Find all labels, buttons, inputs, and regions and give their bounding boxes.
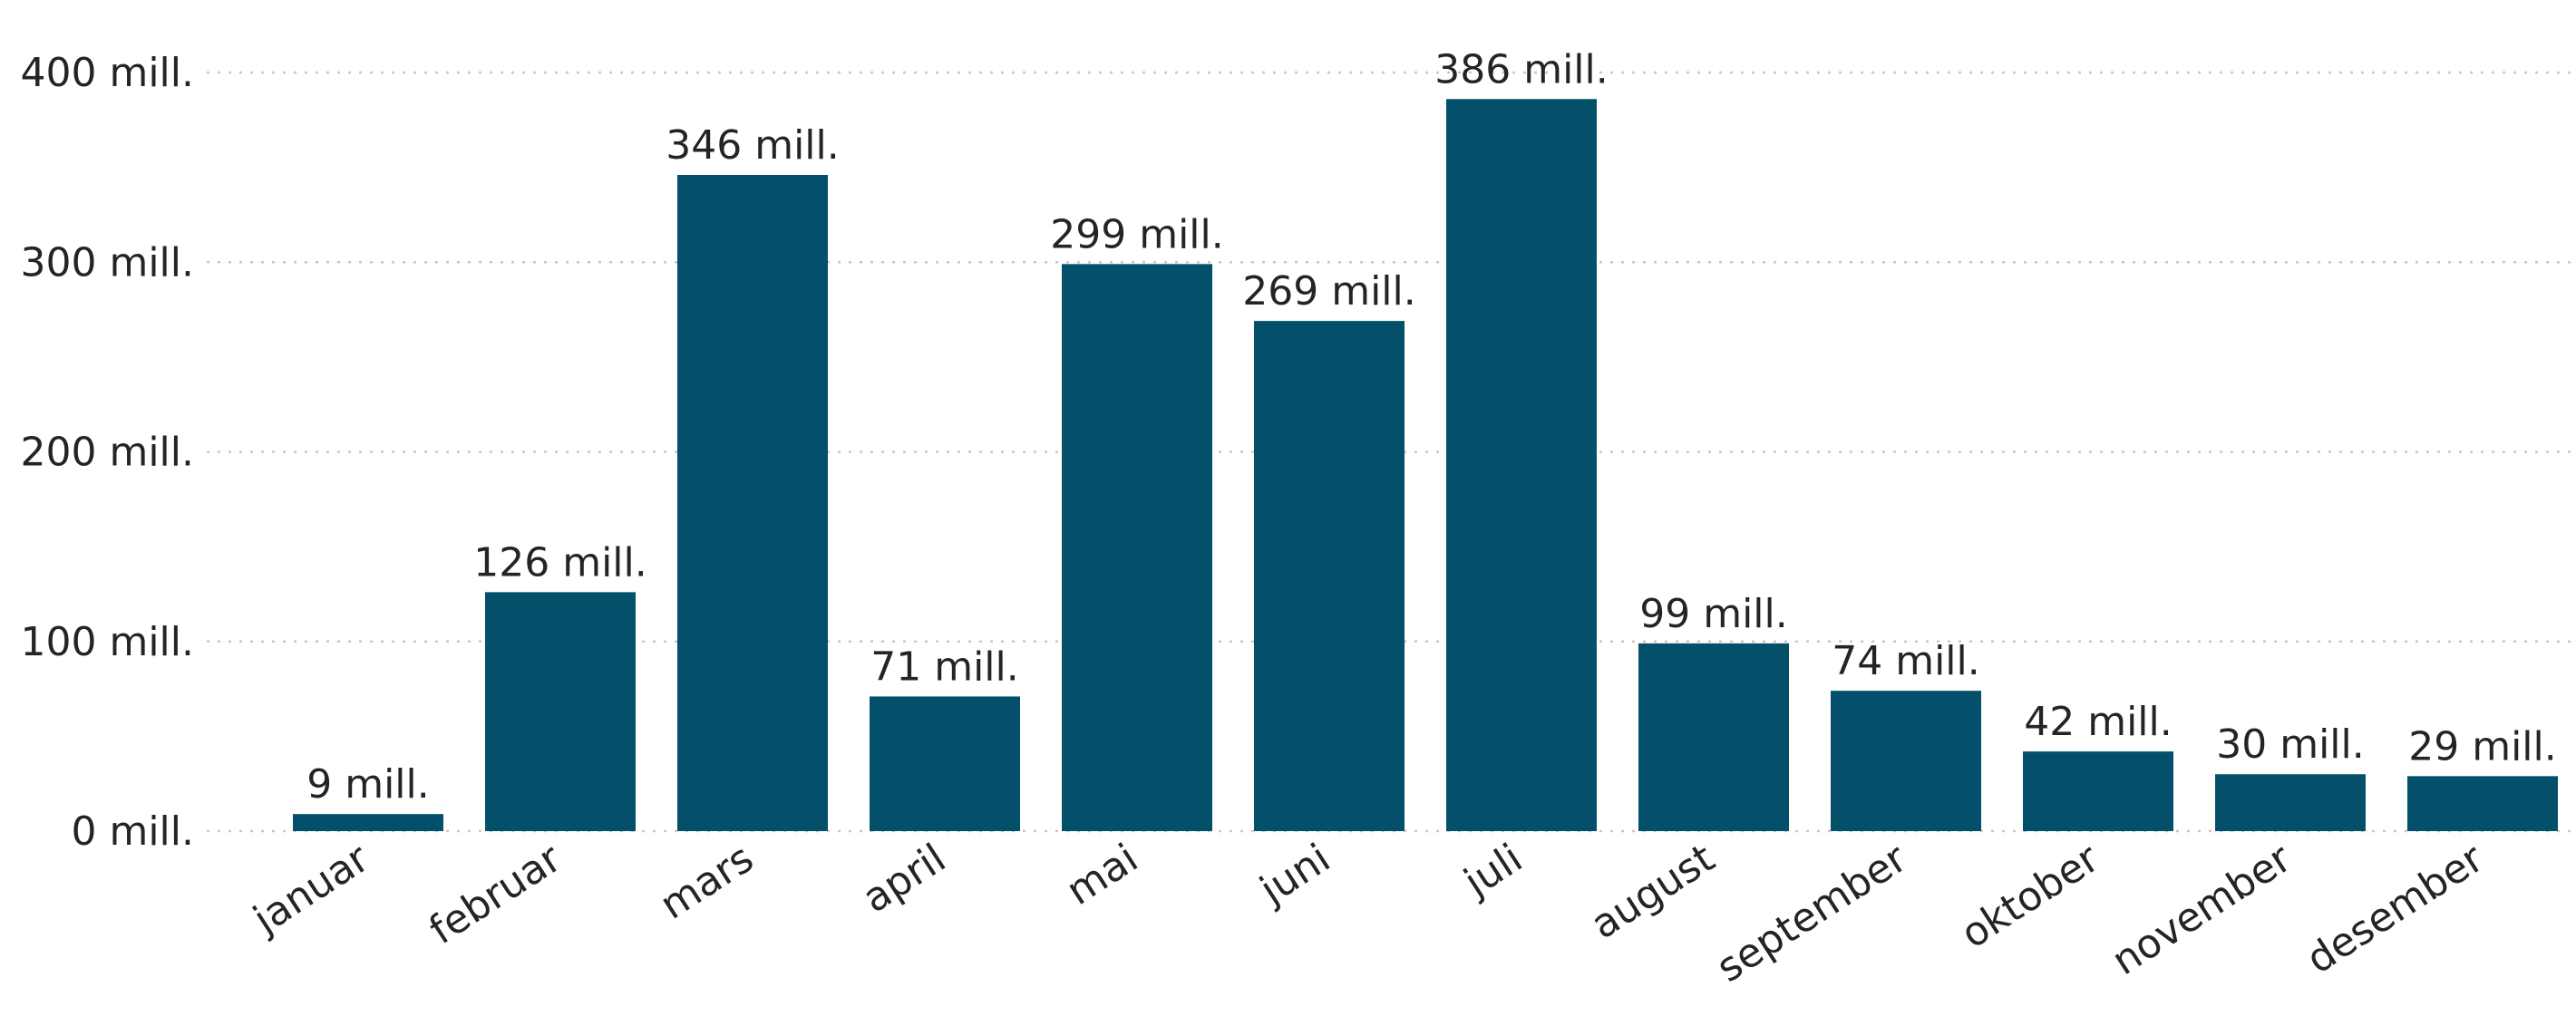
data-label: 9 mill.: [306, 761, 430, 808]
data-label: 346 mill.: [666, 122, 840, 169]
bars: [293, 99, 2558, 832]
data-label: 299 mill.: [1050, 211, 1224, 257]
x-tick-label: april: [854, 835, 953, 922]
x-tick-label: mars: [652, 835, 762, 928]
y-tick-label: 200 mill.: [21, 430, 195, 476]
bar: [1062, 264, 1212, 831]
x-tick-label: september: [1708, 835, 1915, 992]
bar: [1638, 643, 1789, 831]
bar: [2215, 774, 2366, 831]
x-tick-label: januar: [245, 835, 378, 944]
data-label: 269 mill.: [1242, 268, 1416, 315]
bar: [485, 592, 636, 831]
data-label: 99 mill.: [1639, 591, 1788, 637]
x-tick-label: november: [2104, 835, 2299, 984]
y-tick-label: 300 mill.: [21, 239, 195, 286]
data-label: 42 mill.: [2024, 699, 2173, 745]
x-tick-label: oktober: [1953, 835, 2108, 958]
y-tick-label: 100 mill.: [21, 619, 195, 665]
y-tick-label: 400 mill.: [21, 50, 195, 96]
data-labels: 9 mill. 126 mill. 346 mill. 71 mill. 299 mil…: [306, 46, 2557, 808]
data-label: 71 mill.: [870, 644, 1019, 690]
bar: [293, 814, 443, 831]
y-axis-ticks: 0 mill. 100 mill. 200 mill. 300 mill. 400 mi…: [21, 50, 195, 855]
bar: [677, 174, 828, 831]
bar: [870, 696, 1020, 831]
x-tick-label: juni: [1251, 835, 1338, 914]
data-label: 386 mill.: [1434, 46, 1609, 92]
data-label: 29 mill.: [2408, 723, 2557, 770]
data-label: 74 mill.: [1832, 638, 1980, 684]
x-tick-label: august: [1583, 835, 1723, 948]
bar: [2023, 751, 2173, 831]
bar: [1446, 99, 1597, 832]
bar: [1831, 691, 1981, 831]
y-tick-label: 0 mill.: [71, 808, 194, 855]
x-tick-label: desember: [2299, 835, 2493, 983]
bar: [1254, 321, 1405, 831]
x-tick-label: juli: [1455, 835, 1531, 905]
x-axis-ticks: januar februar mars april mai juni juli augusts…: [245, 835, 2493, 992]
x-tick-label: februar: [422, 835, 570, 953]
data-label: 126 mill.: [473, 539, 647, 586]
x-tick-label: mai: [1058, 835, 1146, 914]
data-label: 30 mill.: [2216, 721, 2365, 768]
bar: [2407, 776, 2558, 831]
